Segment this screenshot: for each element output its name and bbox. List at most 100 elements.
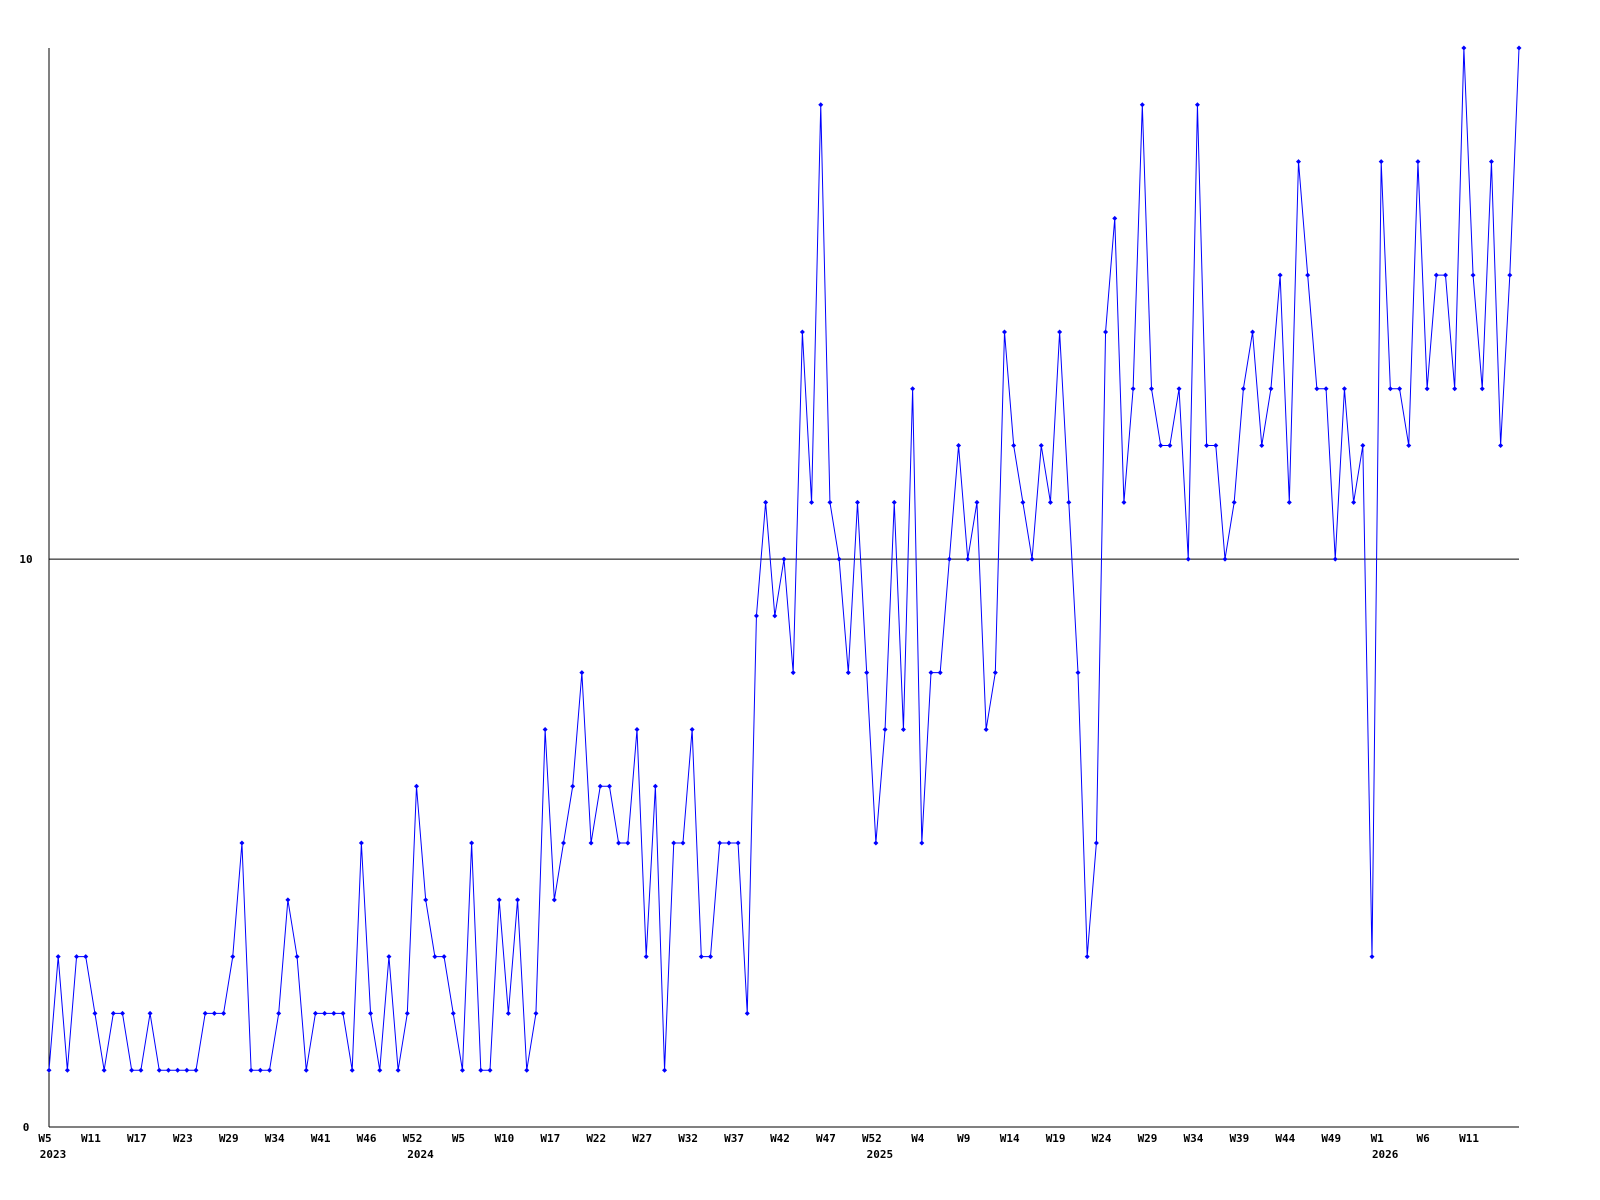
- data-point: [1167, 443, 1173, 449]
- x-tick-label: W34: [265, 1132, 285, 1145]
- data-point: [855, 499, 860, 505]
- data-point: [1378, 159, 1384, 165]
- data-point: [1139, 102, 1145, 108]
- data-point: [331, 1010, 337, 1016]
- x-tick-label: W14: [1000, 1132, 1020, 1145]
- data-point: [1149, 386, 1154, 392]
- data-point: [1047, 499, 1053, 505]
- data-point: [248, 1067, 254, 1073]
- x-tick-label: W42: [770, 1132, 790, 1145]
- x-tick-label: W4: [911, 1132, 925, 1145]
- data-point: [882, 726, 888, 732]
- data-point: [1397, 386, 1403, 392]
- data-point: [276, 1010, 282, 1016]
- data-point: [101, 1067, 107, 1073]
- data-point: [551, 897, 557, 903]
- data-point: [671, 840, 677, 846]
- x-tick-label: W11: [81, 1132, 101, 1145]
- data-point: [1121, 499, 1127, 505]
- data-point: [1268, 386, 1274, 392]
- data-point: [533, 1010, 539, 1016]
- data-point: [1240, 386, 1246, 392]
- data-point: [1341, 386, 1347, 392]
- x-tick-label: W22: [586, 1132, 606, 1145]
- data-point: [1057, 329, 1063, 335]
- data-point: [1103, 329, 1109, 335]
- data-point: [744, 1010, 750, 1016]
- data-point: [74, 954, 80, 960]
- data-point: [1507, 272, 1513, 278]
- data-point: [46, 1067, 52, 1073]
- y-tick-label: 10: [19, 553, 32, 566]
- x-tick-label: W29: [219, 1132, 239, 1145]
- data-point: [790, 670, 796, 676]
- x-tick-label: W6: [1417, 1132, 1431, 1145]
- data-point: [616, 840, 622, 846]
- data-point: [928, 670, 934, 676]
- data-point: [1498, 443, 1504, 449]
- data-point: [1424, 386, 1430, 392]
- data-point: [662, 1067, 668, 1073]
- data-point: [1433, 272, 1439, 278]
- x-tick-label: W9: [957, 1132, 970, 1145]
- data-point: [1415, 159, 1421, 165]
- data-point: [799, 329, 805, 335]
- x-tick-label: W47: [816, 1132, 836, 1145]
- data-point: [983, 726, 989, 732]
- data-point: [349, 1067, 355, 1073]
- x-tick-label: W11: [1459, 1132, 1479, 1145]
- x-tick-label: W5: [452, 1132, 465, 1145]
- data-point: [974, 499, 980, 505]
- data-point: [717, 840, 723, 846]
- data-point: [597, 783, 603, 789]
- data-point: [193, 1067, 199, 1073]
- data-point: [689, 726, 695, 732]
- data-point: [386, 954, 392, 960]
- x-tick-label: W39: [1229, 1132, 1249, 1145]
- data-point: [515, 897, 521, 903]
- data-point: [239, 840, 245, 846]
- data-point: [1185, 556, 1191, 562]
- data-point: [956, 443, 962, 449]
- data-point: [1351, 499, 1357, 505]
- data-point: [404, 1010, 410, 1016]
- data-point: [643, 954, 649, 960]
- data-point: [230, 954, 236, 960]
- x-year-label: 2025: [867, 1148, 894, 1161]
- x-year-label: 2026: [1372, 1148, 1399, 1161]
- data-point: [1250, 329, 1256, 335]
- data-point: [1259, 443, 1265, 449]
- data-point: [1479, 386, 1485, 392]
- data-point: [735, 840, 741, 846]
- data-point: [285, 897, 291, 903]
- data-point: [1130, 386, 1136, 392]
- data-point: [992, 670, 998, 676]
- data-point: [377, 1067, 383, 1073]
- data-point: [1112, 215, 1118, 221]
- data-point: [1213, 443, 1219, 449]
- data-point: [257, 1067, 263, 1073]
- x-tick-label: W44: [1275, 1132, 1295, 1145]
- data-point: [395, 1067, 401, 1073]
- data-point: [1204, 443, 1210, 449]
- data-point: [1443, 272, 1448, 278]
- data-point: [459, 1067, 465, 1073]
- data-point: [432, 954, 438, 960]
- data-point: [946, 556, 952, 562]
- data-point: [1066, 499, 1072, 505]
- data-point: [1222, 556, 1228, 562]
- data-point: [55, 954, 61, 960]
- data-point: [781, 556, 787, 562]
- data-point: [303, 1067, 309, 1073]
- data-point: [129, 1067, 135, 1073]
- data-point: [1461, 45, 1467, 51]
- x-tick-label: W17: [127, 1132, 147, 1145]
- data-point: [1084, 954, 1090, 960]
- data-point: [818, 102, 824, 108]
- x-tick-label: W17: [540, 1132, 560, 1145]
- data-point: [1296, 159, 1301, 165]
- y-tick-label: 0: [23, 1121, 30, 1134]
- data-point: [138, 1067, 144, 1073]
- data-point: [937, 670, 943, 676]
